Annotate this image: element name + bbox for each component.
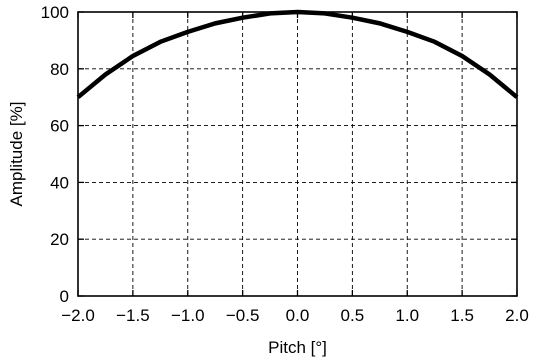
x-axis-label: Pitch [°] <box>268 338 327 357</box>
y-tick-label: 0 <box>60 287 69 306</box>
series-line <box>76 9 519 99</box>
x-tick-label: 0.5 <box>341 306 365 325</box>
axis-ticks <box>77 11 518 297</box>
series-layer <box>76 9 519 99</box>
y-tick-label: 100 <box>41 3 69 22</box>
y-tick-label: 40 <box>50 173 69 192</box>
x-tick-label: −0.5 <box>226 306 260 325</box>
x-tick-label: −1.5 <box>116 306 150 325</box>
x-tick-label: 1.0 <box>395 306 419 325</box>
x-tick-label: −1.0 <box>171 306 205 325</box>
y-tick-label: 20 <box>50 230 69 249</box>
x-tick-label: 1.5 <box>450 306 474 325</box>
tick-labels: −2.0 −1.5 −1.0 −0.5 0.0 0.5 1.0 1.5 2.0 0 20 40 60 80… <box>41 3 529 325</box>
y-tick-label: 80 <box>50 60 69 79</box>
y-axis-label: Amplitude [%] <box>7 102 26 207</box>
y-tick-label: 60 <box>50 117 69 136</box>
x-tick-label: −2.0 <box>61 306 95 325</box>
grid <box>78 12 517 296</box>
x-tick-label: 2.0 <box>505 306 529 325</box>
x-tick-label: 0.0 <box>286 306 310 325</box>
